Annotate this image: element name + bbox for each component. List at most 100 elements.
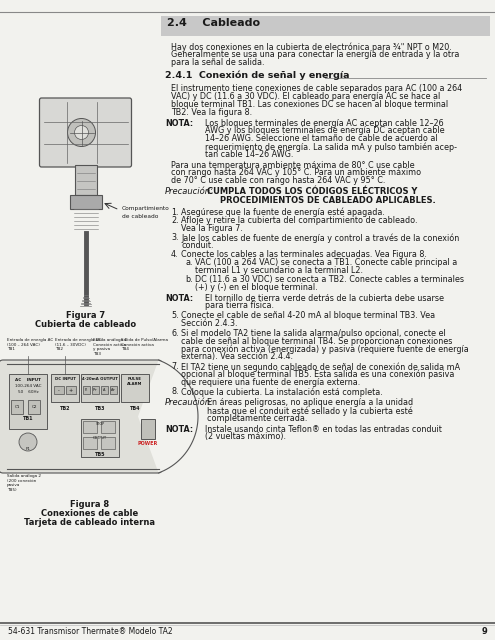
Bar: [92, 386, 99, 394]
Bar: [66, 386, 76, 394]
Text: ALARM: ALARM: [127, 382, 143, 386]
Text: Conecte los cables a las terminales adecuadas. Vea Figura 8.: Conecte los cables a las terminales adec…: [181, 250, 427, 259]
Text: TB3: TB3: [95, 406, 105, 411]
Text: Para una temperatura ambiente máxima de 80° C use cable: Para una temperatura ambiente máxima de …: [171, 161, 415, 170]
Text: NOTA:: NOTA:: [165, 294, 193, 303]
FancyBboxPatch shape: [69, 195, 101, 209]
Text: Asegúrese que la fuente de energía esté apagada.: Asegúrese que la fuente de energía esté …: [181, 207, 385, 217]
Text: PROCEDIMIENTOS DE CABLEADO APLICABLES.: PROCEDIMIENTOS DE CABLEADO APLICABLES.: [220, 196, 436, 205]
Bar: [101, 437, 115, 449]
Text: b.: b.: [185, 275, 193, 284]
Text: P+: P+: [93, 388, 98, 392]
Text: El TA2 tiene un segundo cableado de señal de conexión de salida mA: El TA2 tiene un segundo cableado de seña…: [181, 362, 460, 371]
Wedge shape: [138, 360, 198, 473]
Text: Hay dos conexiones en la cubierta de electrónica para ¾" NPT o M20.: Hay dos conexiones en la cubierta de ele…: [171, 42, 452, 51]
Text: Vea la Figura 7.: Vea la Figura 7.: [181, 224, 243, 233]
Text: 14–26 AWG. Seleccione el tamaño de cable de acuerdo al: 14–26 AWG. Seleccione el tamaño de cable…: [205, 134, 438, 143]
Text: hasta que el conduit esté sellado y la cubierta esté: hasta que el conduit esté sellado y la c…: [207, 406, 413, 415]
Text: a.: a.: [185, 259, 193, 268]
Text: cable de señal al bloque terminal TB4. Se proporcionan conexiones: cable de señal al bloque terminal TB4. S…: [181, 337, 452, 346]
Text: para conexión activa (energizada) y pasiva (requiere fuente de energía: para conexión activa (energizada) y pasi…: [181, 344, 469, 354]
Bar: [9, 374, 47, 429]
Text: terminal L1 y secundario a la terminal L2.: terminal L1 y secundario a la terminal L…: [195, 266, 363, 275]
Bar: [83, 386, 90, 394]
Text: 2.: 2.: [171, 216, 179, 225]
Text: AC    INPUT: AC INPUT: [15, 378, 41, 382]
Text: Sección 2.4.3.: Sección 2.4.3.: [181, 319, 238, 328]
Bar: [28, 400, 40, 414]
Text: con rango hasta 264 VAC y 105° C. Para un ambiente máximo: con rango hasta 264 VAC y 105° C. Para u…: [171, 168, 421, 177]
Text: Compartimiento: Compartimiento: [121, 206, 169, 211]
Text: Conexiones de cable: Conexiones de cable: [42, 509, 139, 518]
Bar: [101, 386, 108, 394]
Text: Entrada de energía AC
(100 – 264 VAC)
TB1: Entrada de energía AC (100 – 264 VAC) TB…: [7, 338, 53, 351]
FancyBboxPatch shape: [40, 98, 132, 167]
Text: Generalmente se usa una para conectar la energía de entrada y la otra: Generalmente se usa una para conectar la…: [171, 50, 459, 59]
Text: 2.4    Cableado: 2.4 Cableado: [167, 18, 260, 28]
Bar: [161, 16, 490, 36]
Circle shape: [19, 433, 37, 451]
Text: 100-264 VAC: 100-264 VAC: [15, 384, 41, 388]
Text: STOP: STOP: [96, 422, 104, 426]
Text: 7.: 7.: [171, 362, 179, 371]
Text: 9: 9: [481, 627, 487, 636]
Text: A-: A-: [103, 388, 106, 392]
Text: completamente cerrada.: completamente cerrada.: [207, 414, 307, 423]
Text: externa). Vea sección 2.4.4.: externa). Vea sección 2.4.4.: [181, 352, 293, 361]
Text: Afloje y retire la cubierta del compartimiento de cableado.: Afloje y retire la cubierta del comparti…: [181, 216, 417, 225]
Text: AWG y los bloques terminales de energía DC aceptan cable: AWG y los bloques terminales de energía …: [205, 127, 445, 136]
Text: 2.4.1  Conexión de señal y energía: 2.4.1 Conexión de señal y energía: [165, 70, 349, 80]
Text: 5.: 5.: [171, 311, 179, 320]
Text: Si el modelo TA2 tiene la salida alarma/pulso opcional, conecte el: Si el modelo TA2 tiene la salida alarma/…: [181, 329, 446, 338]
Text: TB2. Vea la figura 8.: TB2. Vea la figura 8.: [171, 108, 252, 117]
Text: Tarjeta de cableado interna: Tarjeta de cableado interna: [24, 518, 155, 527]
Text: TB4: TB4: [130, 406, 140, 411]
Text: requerimiento de energía. La salida mA y pulso también acep-: requerimiento de energía. La salida mA y…: [205, 142, 457, 152]
Text: Entrada de energía DC
(11.6 – 30VDC)
TB2: Entrada de energía DC (11.6 – 30VDC) TB2: [55, 338, 101, 351]
Bar: [11, 400, 23, 414]
Text: 6.: 6.: [171, 329, 179, 338]
Bar: [141, 419, 155, 439]
Text: Jale los cables de fuente de energía y control a través de la conexión: Jale los cables de fuente de energía y c…: [181, 233, 459, 243]
Text: Precaución:: Precaución:: [165, 398, 214, 407]
Text: VAC (100 a 264 VAC) se conecta a TB1. Conecte cable principal a: VAC (100 a 264 VAC) se conecta a TB1. Co…: [195, 259, 457, 268]
Text: 54-631 Transmisor Thermate® Modelo TA2: 54-631 Transmisor Thermate® Modelo TA2: [8, 627, 173, 636]
Text: F1: F1: [26, 447, 30, 451]
Bar: [81, 419, 119, 457]
Circle shape: [75, 125, 89, 140]
Text: Coloque la cubierta. La instalación está completa.: Coloque la cubierta. La instalación está…: [181, 387, 383, 397]
Text: POWER: POWER: [138, 441, 158, 446]
Text: CUMPLA TODOS LOS CÓDIGOS ELÉCTRICOS Y: CUMPLA TODOS LOS CÓDIGOS ELÉCTRICOS Y: [207, 187, 417, 196]
Text: Cubierta de cableado: Cubierta de cableado: [35, 320, 136, 329]
Text: Figura 7: Figura 7: [66, 311, 105, 320]
Text: 50    60Hz: 50 60Hz: [18, 390, 38, 394]
Bar: [54, 386, 64, 394]
Text: PULSE: PULSE: [128, 377, 142, 381]
Text: bloque terminal TB1. Las conexiones DC se hacen al bloque terminal: bloque terminal TB1. Las conexiones DC s…: [171, 100, 448, 109]
Text: 4.: 4.: [171, 250, 179, 259]
Bar: [101, 421, 115, 433]
Text: Salida análoga 2
(200 conexión
pasiva
TB5): Salida análoga 2 (200 conexión pasiva TB…: [7, 474, 41, 492]
Text: Los bloques terminales de energía AC aceptan cable 12–26: Los bloques terminales de energía AC ace…: [205, 118, 444, 127]
Text: DC (11.6 a 30 VDC) se conecta a TB2. Conecte cables a terminales: DC (11.6 a 30 VDC) se conecta a TB2. Con…: [195, 275, 464, 284]
Text: (+) y (-) en el bloque terminal.: (+) y (-) en el bloque terminal.: [195, 283, 318, 292]
Bar: [83, 437, 97, 449]
Text: TB1: TB1: [23, 416, 33, 421]
Text: +: +: [69, 388, 73, 393]
Text: opcional al bloque terminal TB5. Esta salida es una conexión pasiva: opcional al bloque terminal TB5. Esta sa…: [181, 370, 454, 380]
Text: para la señal de salida.: para la señal de salida.: [171, 58, 264, 67]
Text: Instale usando cinta Teflon® en todas las entradas conduit: Instale usando cinta Teflon® en todas la…: [205, 424, 442, 434]
Text: 8.: 8.: [171, 387, 179, 396]
Text: 4-20mA OUTPUT: 4-20mA OUTPUT: [82, 377, 118, 381]
Text: P-: P-: [85, 388, 88, 392]
Text: tan cable 14–26 AWG.: tan cable 14–26 AWG.: [205, 150, 294, 159]
Text: Figura 8: Figura 8: [70, 500, 109, 509]
Bar: [51, 374, 79, 402]
Text: C1: C1: [14, 405, 20, 409]
Bar: [83, 421, 97, 433]
Circle shape: [67, 118, 96, 147]
Text: OUTPUT: OUTPUT: [93, 436, 107, 440]
Text: -: -: [58, 388, 60, 393]
Text: En áreas peligrosas, no aplique energía a la unidad: En áreas peligrosas, no aplique energía …: [207, 398, 413, 407]
Text: Conecte el cable de señal 4-20 mA al bloque terminal TB3. Vea: Conecte el cable de señal 4-20 mA al blo…: [181, 311, 435, 320]
